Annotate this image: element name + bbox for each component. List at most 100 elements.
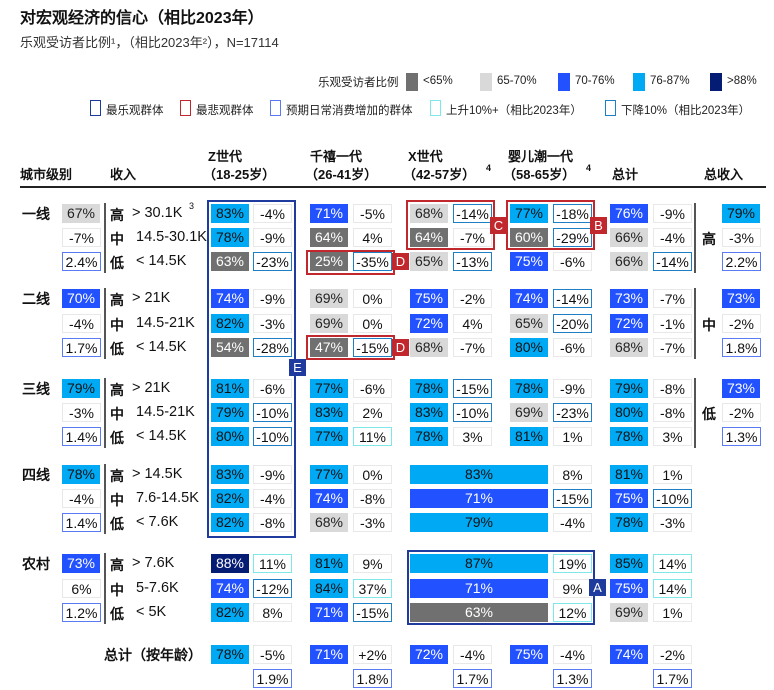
income-range: < 14.5K [136,339,187,355]
cell-t-pct: 76% [610,204,648,223]
cell-m-change: 0% [353,465,392,484]
income-level: 高 [110,382,124,398]
cell-z-pct: 82% [211,314,249,333]
income-range: > 7.6K [132,555,175,571]
tier-optimism-pct: 67% [62,204,100,223]
income-range: < 5K [136,604,167,620]
callout-badge-A: A [589,579,606,596]
header-x-age: （42-57岁） [403,167,476,182]
total-income-pct: 73% [722,289,760,308]
income-range: > 30.1K [132,205,183,221]
cell-b-pct: 69% [510,403,548,422]
cell-z-pct: 82% [211,489,249,508]
cell-t-change: 1% [653,465,692,484]
cell-m-pct: 47% [310,338,348,357]
income-level: 低 [110,516,124,532]
cell-xb-merged-pct: 63% [410,603,548,622]
cell-t-pct: 78% [610,513,648,532]
cell-t-pct: 75% [610,579,648,598]
cell-t-change: -7% [653,289,692,308]
cell-m-pct: 84% [310,579,348,598]
cell-m-change: -3% [353,513,392,532]
tier-change: -3% [62,403,101,422]
total-income-share: 1.3% [722,427,761,446]
total-income-level: 中 [702,317,716,333]
header-x-footnote: 4 [486,163,492,173]
highlight-box-most_pessimistic [306,250,395,275]
cell-m-pct: 71% [310,603,348,622]
cell-b-change: -18% [553,204,592,223]
legend-outline-label-up: 上升10%+（相比2023年） [446,105,582,117]
cell-b-change: -14% [553,289,592,308]
cell-x-change: 3% [453,427,492,446]
legend-outline-label-most_optimistic: 最乐观群体 [106,105,164,117]
highlight-box-most_optimistic [407,550,595,625]
cell-m-pct: 77% [310,379,348,398]
cell-m-pct: 64% [310,228,348,247]
cell-z-pct: 82% [211,603,249,622]
income-range: < 14.5K [136,428,187,444]
cell-t-pct: 79% [610,379,648,398]
cell-t-change: 3% [653,427,692,446]
cell-m-pct: 68% [310,513,348,532]
cell-b-pct: 78% [510,379,548,398]
cell-m-change: 2% [353,403,392,422]
header-income: 收入 [110,167,137,182]
total-x-share: 1.7% [453,669,492,688]
cell-t-pct: 80% [610,403,648,422]
total-income-change: -2% [722,403,761,422]
cell-t-change: -10% [653,489,692,508]
cell-z-pct: 83% [211,204,249,223]
income-level: 高 [110,292,124,308]
cell-z-pct: 74% [211,579,249,598]
legend-outline-down [605,100,616,116]
cell-t-change: 1% [653,603,692,622]
cell-z-pct: 74% [211,289,249,308]
cell-m-pct: 69% [310,314,348,333]
highlight-box-most_pessimistic [306,335,395,360]
income-range: > 21K [132,290,171,306]
cell-b-change: -29% [553,228,592,247]
cell-xb-change: 12% [553,603,592,622]
tier-divider [104,378,106,448]
cell-m-change: -15% [353,603,392,622]
cell-m-change: 11% [353,427,392,446]
legend-swatch-gt88 [710,73,722,91]
income-range: < 14.5K [136,253,187,269]
total-b-share: 1.3% [553,669,592,688]
cell-z-change: -9% [253,228,292,247]
cell-m-pct: 77% [310,427,348,446]
cell-xb-merged-pct: 71% [410,579,548,598]
cell-x-pct: 64% [410,228,448,247]
legend-label-65_70: 65-70% [497,75,537,87]
tier-divider [104,288,106,359]
cell-z-pct: 81% [211,379,249,398]
cell-z-pct: 79% [211,403,249,422]
income-level: 低 [110,430,124,446]
tier-change: -4% [62,489,101,508]
cell-z-change: 11% [253,554,292,573]
chart-subtitle: 乐观受访者比例¹，（相比2023年²），N=17114 [20,35,279,50]
cell-z-change: 8% [253,603,292,622]
header-z-age: （18-25岁） [203,167,276,182]
cell-m-pct: 77% [310,465,348,484]
highlight-box-most_optimistic [207,200,296,538]
tier-spend-share: 1.2% [62,603,101,622]
cell-b-pct: 65% [510,314,548,333]
cell-b-change: -6% [553,338,592,357]
cell-b-pct: 60% [510,228,548,247]
tier-change: 6% [62,579,101,598]
income-level: 中 [110,582,124,598]
chart-title: 对宏观经济的信心（相比2023年） [20,10,264,27]
cell-b-pct: 80% [510,338,548,357]
total-income-divider [694,288,696,359]
cell-z-change: -8% [253,513,292,532]
header-b-age: （58-65岁） [503,167,576,182]
total-income-change: -2% [722,314,761,333]
total-x-change: -4% [453,645,492,664]
cell-z-change: -9% [253,289,292,308]
total-m-share: 1.8% [353,669,392,688]
income-range: > 14.5K [132,466,183,482]
cell-m-change: -15% [353,338,392,357]
cell-xb-merged-pct: 83% [410,465,548,484]
